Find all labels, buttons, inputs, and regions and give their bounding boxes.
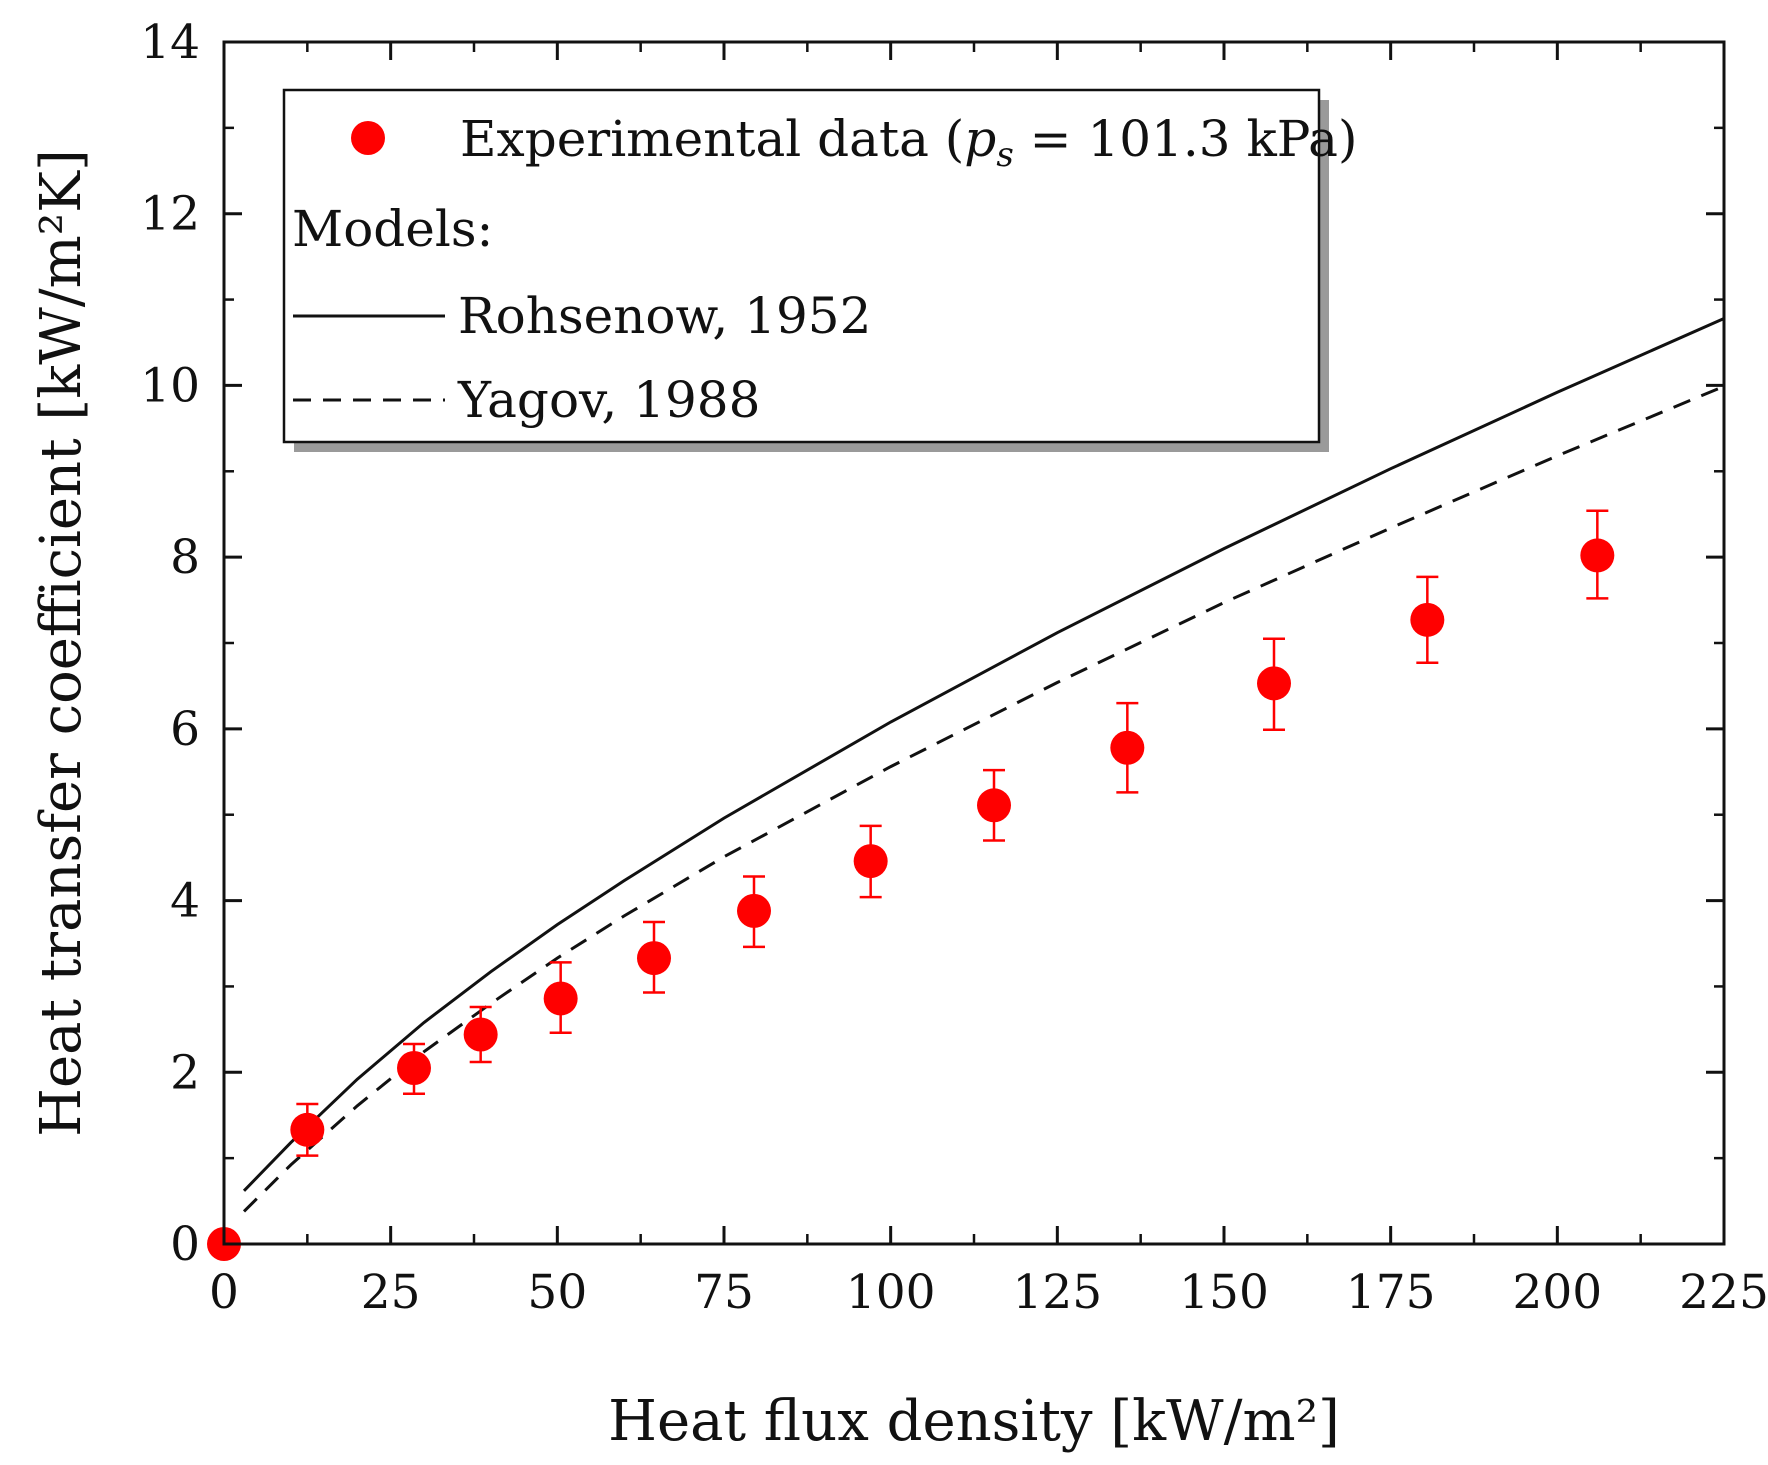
data-point [290,1112,325,1147]
x-tick-label: 50 [527,1265,587,1320]
legend-experimental-sub: s [996,135,1013,175]
legend-models-heading: Models: [292,200,493,258]
rohsenow-curve [242,317,1725,1192]
data-point [397,1050,431,1085]
x-tick-label: 75 [694,1265,754,1320]
legend-experimental-p: p [964,110,996,168]
legend-box [282,88,1321,444]
legend-label-yagov: Yagov, 1988 [457,371,760,429]
curves-layer [242,317,1725,1213]
y-tick-label: 2 [170,1045,200,1100]
x-tick-label: 175 [1346,1265,1436,1320]
y-tick-label: 12 [140,187,200,242]
y-axis-title: Heat transfer coefficient [kW/m²K] [29,149,94,1137]
y-tick-label: 10 [140,358,200,413]
data-point [1110,730,1145,765]
y-axis-title-text: Heat transfer coefficient [kW/m²K] [29,149,94,1137]
markers-layer [207,509,1615,1261]
data-point [463,1017,498,1052]
x-tick-label: 0 [209,1265,239,1320]
y-tick-label: 4 [170,874,200,929]
data-point [1257,666,1291,701]
legend-label-rohsenow: Rohsenow, 1952 [458,287,871,345]
data-point [977,788,1011,823]
x-axis-title: Heat flux density [kW/m²] [608,1389,1340,1454]
y-tick-label: 14 [140,15,200,70]
x-tick-label: 125 [1012,1265,1102,1320]
x-tick-label: 200 [1512,1265,1602,1320]
data-point [853,844,888,879]
x-tick-label: 150 [1179,1265,1269,1320]
x-axis-title-text: Heat flux density [kW/m²] [608,1389,1340,1454]
legend-experimental-value: = 101.3 kPa) [1014,110,1358,168]
legend-experimental-prefix: Experimental data ( [460,110,964,168]
data-point [637,941,671,976]
data-point [543,981,578,1016]
data-point [1410,602,1445,637]
legend-marker-experimental [351,121,385,155]
legend: Experimental data (ps = 101.3 kPa) Model… [282,88,1358,452]
plot-frame [222,40,1726,1246]
yagov-curve [242,384,1725,1213]
y-tick-label: 6 [170,702,200,757]
x-tick-label: 25 [361,1265,421,1320]
ticks-layer: 0 25 50 75 100 125 150 175 200 225 0 2 4 6 8 10 12 14 [140,15,1768,1320]
data-point [1580,538,1615,573]
y-tick-label: 8 [170,530,200,585]
y-tick-label: 0 [170,1217,200,1272]
x-tick-label: 225 [1679,1265,1768,1320]
legend-label-experimental: Experimental data (ps = 101.3 kPa) [460,110,1358,175]
data-point [737,893,771,928]
x-tick-label: 100 [846,1265,936,1320]
